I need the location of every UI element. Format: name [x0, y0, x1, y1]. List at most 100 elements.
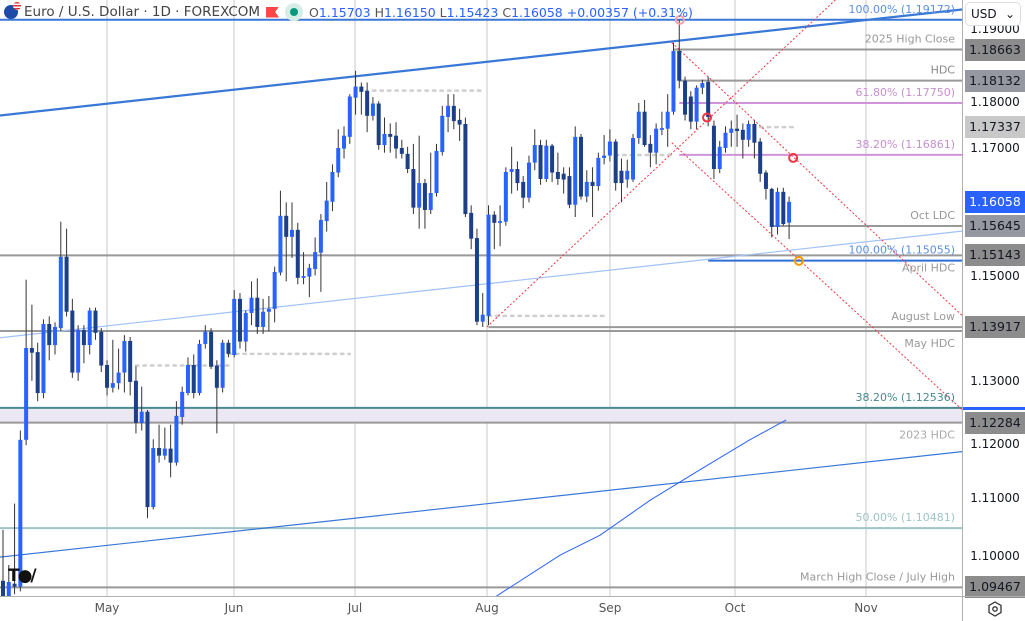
candle-body — [619, 170, 624, 184]
price-chart[interactable]: 100.00% (1.19172) 2025 High Close HDC 61.80… — [0, 0, 962, 596]
candle-body — [596, 157, 601, 186]
candle-body — [185, 364, 190, 394]
candle-body — [451, 105, 456, 122]
candle-body — [93, 310, 98, 333]
high-key: H — [374, 4, 384, 20]
candle-body — [151, 448, 156, 508]
red-dotted-trendline — [671, 42, 962, 317]
candle-body — [474, 238, 479, 322]
level-label: April HDC — [902, 261, 955, 274]
candle — [700, 79, 705, 95]
trendline — [0, 451, 962, 558]
time-axis[interactable]: May Jun Jul Aug Sep Oct Nov — [0, 596, 962, 621]
candle — [573, 126, 578, 217]
currency-select[interactable]: USD ⌄ — [965, 2, 1021, 26]
candle-body — [422, 183, 427, 210]
candle-body — [232, 298, 237, 356]
level-label: March High Close / July High — [800, 570, 955, 583]
price-axis[interactable]: 1.19000 1.18000 1.17000 1.15000 1.13000 1.120… — [962, 0, 1025, 599]
gear-icon — [987, 601, 1002, 617]
candle — [619, 158, 624, 203]
candle-body — [180, 391, 185, 418]
candle — [717, 140, 722, 174]
candle — [688, 91, 693, 130]
level-label: Oct LDC — [910, 209, 955, 222]
level-labels: 100.00% (1.19172) 2025 High Close HDC 61.80… — [800, 3, 955, 584]
symbol-title[interactable]: Euro / U.S. Dollar · 1D · FOREXCOM — [24, 4, 261, 20]
candle — [93, 307, 98, 340]
candle — [18, 430, 23, 592]
candle-body — [428, 193, 433, 210]
candle-body — [567, 176, 572, 205]
candle-body — [538, 145, 543, 179]
candle-body — [81, 329, 86, 346]
high-value: 1.16150 — [383, 4, 436, 20]
flag-marker-icon[interactable] — [266, 6, 280, 18]
candle — [157, 424, 162, 463]
candle — [567, 167, 572, 209]
low-value: 1.15423 — [446, 4, 499, 20]
candle — [411, 143, 416, 215]
candle-body — [411, 169, 416, 208]
candle — [752, 120, 757, 159]
candle-body — [758, 141, 763, 174]
candle — [596, 152, 601, 191]
price-label-badge: 1.12284 — [965, 411, 1025, 434]
candle-body — [53, 326, 58, 346]
x-tick-label: Nov — [854, 601, 878, 615]
open-key: O — [309, 4, 319, 20]
candle — [648, 135, 653, 168]
x-tick-label: May — [94, 601, 120, 615]
candle — [729, 120, 734, 147]
candle-body — [24, 348, 29, 440]
candle — [203, 325, 208, 349]
candle-body — [659, 128, 664, 130]
candle — [602, 135, 607, 165]
candle-body — [168, 448, 173, 463]
candle-body — [376, 103, 381, 146]
candle-body — [243, 312, 248, 342]
candle-body — [532, 145, 537, 163]
candle — [636, 102, 641, 144]
candle — [47, 316, 52, 361]
candle-body — [526, 162, 531, 198]
candle — [24, 279, 29, 446]
tradingview-logo[interactable]: T●/ — [8, 566, 37, 586]
level-label: 100.00% (1.19172) — [848, 3, 955, 16]
candle — [532, 129, 537, 171]
candle — [451, 94, 456, 130]
level-label: 100.00% (1.15055) — [848, 244, 955, 257]
candle-body — [162, 448, 167, 456]
price-tick-label: 1.17000 — [970, 141, 1020, 156]
trendline — [0, 230, 962, 339]
candle-body — [12, 583, 17, 587]
candle — [463, 117, 468, 217]
ohlc-values: O1.15703 H1.16150 L1.15423 C1.16058 +0.0… — [309, 5, 693, 20]
candle-body — [237, 298, 242, 342]
candle — [255, 278, 260, 334]
candle-body — [139, 411, 144, 423]
chart-settings-button[interactable] — [962, 596, 1025, 621]
candle-body — [648, 143, 653, 153]
candle-body — [76, 329, 81, 373]
candle-body — [41, 324, 46, 394]
candle-body — [105, 364, 110, 388]
candle-body — [209, 331, 214, 367]
candle-body — [191, 364, 196, 394]
price-tick-label: 1.18000 — [970, 94, 1020, 109]
candle-body — [503, 171, 508, 222]
candle — [399, 139, 404, 159]
candle-body — [122, 340, 127, 373]
candle-body — [399, 147, 404, 154]
candle-body — [729, 128, 734, 133]
candle — [278, 190, 283, 276]
candle-body — [330, 171, 335, 202]
price-label-badge: 1.13917 — [965, 316, 1025, 339]
price-label-badge: 1.15645 — [965, 215, 1025, 238]
candle — [6, 565, 11, 596]
candle — [336, 129, 341, 178]
candle — [370, 97, 375, 121]
candle — [99, 328, 104, 372]
candle-body — [405, 153, 410, 170]
marker-circle — [674, 14, 685, 25]
